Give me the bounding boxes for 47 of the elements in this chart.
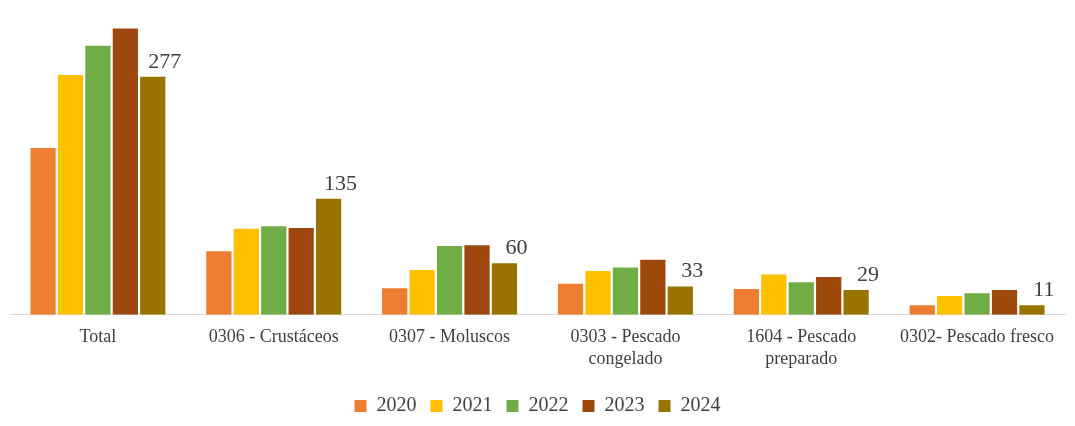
bar	[30, 148, 56, 315]
bar	[315, 198, 342, 315]
bar	[85, 45, 111, 315]
legend-label: 2020	[376, 393, 417, 416]
x-tick-label: 0303 - Pescado congelado	[570, 326, 681, 368]
legend-label: 2024	[680, 393, 721, 416]
data-label: 135	[324, 169, 358, 195]
bar	[261, 226, 287, 315]
x-tick-label: 1604 - Pescado preparado	[746, 326, 857, 368]
bar	[964, 293, 990, 315]
bar	[991, 289, 1018, 315]
legend-label: 2021	[452, 393, 493, 416]
data-label: 277	[148, 47, 182, 73]
data-label: 33	[681, 257, 704, 283]
bar	[557, 283, 584, 315]
bar	[843, 289, 869, 315]
data-label: 11	[1033, 276, 1055, 302]
data-label: 29	[857, 260, 880, 286]
x-tick-label: 0302- Pescado fresco	[900, 326, 1055, 347]
bar	[761, 274, 787, 315]
bar	[585, 270, 611, 315]
bar	[1019, 305, 1045, 315]
bar	[640, 259, 666, 315]
data-label: 60	[505, 234, 528, 260]
bar	[436, 246, 463, 315]
x-tick-label: Total	[79, 326, 117, 347]
bar	[733, 289, 760, 315]
legend-label: 2023	[604, 393, 645, 416]
legend-label: 2022	[528, 393, 569, 416]
bar	[909, 305, 935, 315]
x-tick-label: 0306 - Crustáceos	[208, 326, 339, 347]
bar	[57, 75, 84, 315]
bar	[464, 245, 490, 315]
bar	[612, 267, 639, 315]
bar	[140, 76, 166, 315]
bar	[206, 251, 232, 315]
bar	[788, 282, 814, 315]
bar	[937, 295, 963, 315]
bar	[112, 28, 138, 315]
x-tick-label: 0307 - Moluscos	[389, 326, 511, 347]
bar	[382, 288, 408, 315]
bar	[667, 286, 693, 315]
bar	[816, 276, 842, 315]
bar	[233, 228, 259, 315]
bar	[409, 270, 435, 315]
bar	[288, 228, 314, 315]
bar	[491, 263, 518, 315]
